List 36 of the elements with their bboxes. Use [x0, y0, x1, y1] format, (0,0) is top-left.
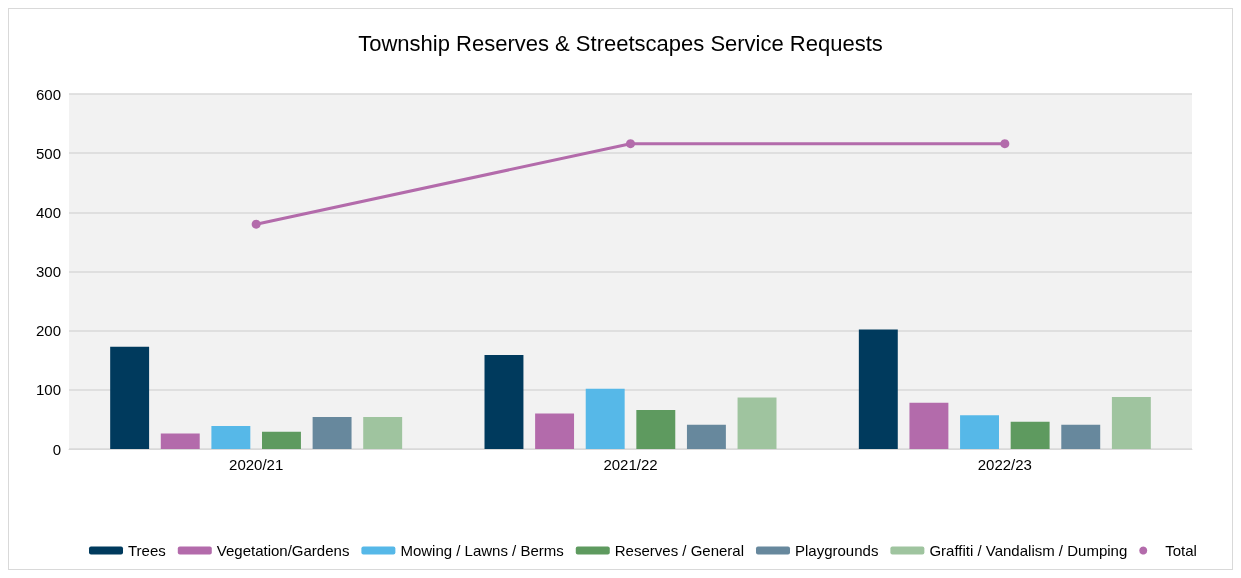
x-tick-label: 2020/21 [229, 456, 284, 473]
bar [960, 415, 999, 449]
bar [211, 425, 251, 449]
bar [262, 431, 301, 449]
bar [110, 346, 150, 449]
y-tick-label: 400 [35, 203, 61, 221]
bar [858, 329, 898, 449]
bar [686, 424, 726, 449]
legend-label: Reserves / General [614, 542, 745, 559]
y-tick-label: 100 [35, 381, 61, 399]
chart-title: Township Reserves & Streetscapes Service Requests [358, 30, 883, 56]
y-tick-label: 500 [35, 144, 61, 162]
bar [737, 397, 777, 449]
x-tick-label: 2022/23 [977, 456, 1032, 473]
bar [363, 417, 403, 449]
legend-label: Mowing / Lawns / Berms [400, 542, 564, 559]
legend-label: Graffiti / Vandalism / Dumping [929, 542, 1128, 559]
bar [535, 413, 575, 449]
bar [1010, 421, 1050, 449]
bar [585, 388, 625, 449]
legend-label: Total [1165, 542, 1197, 559]
bar [1061, 424, 1101, 449]
legend-label: Trees [128, 542, 166, 559]
bar [1111, 396, 1151, 449]
bar [909, 402, 949, 449]
y-tick-label: 300 [35, 263, 61, 280]
bar [160, 433, 200, 449]
bar [636, 409, 676, 449]
y-tick-label: 0 [52, 440, 61, 458]
legend-label: Vegetation/Gardens [216, 542, 350, 559]
y-tick-label: 600 [35, 85, 61, 103]
x-tick-label: 2021/22 [603, 456, 658, 473]
bar [312, 417, 352, 449]
legend-label: Playgrounds [794, 542, 879, 559]
y-tick-label: 200 [35, 322, 61, 340]
bar [484, 354, 524, 449]
